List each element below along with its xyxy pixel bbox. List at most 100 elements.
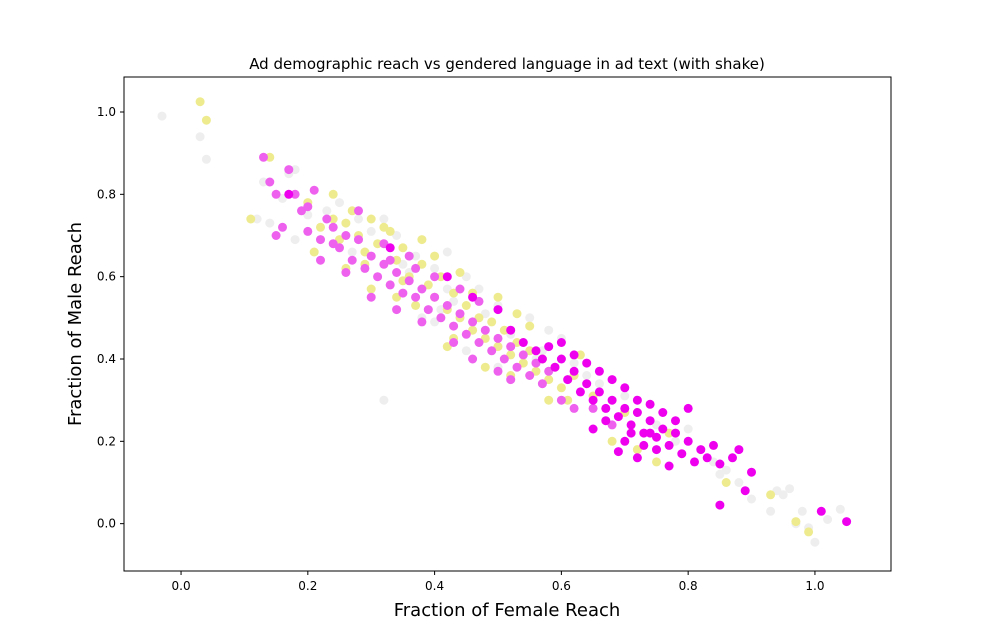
- data-point: [430, 263, 440, 273]
- data-point: [398, 288, 408, 298]
- data-point: [804, 527, 814, 537]
- data-point: [455, 284, 465, 294]
- data-point: [493, 292, 503, 302]
- data-point: [518, 350, 528, 360]
- data-point: [303, 226, 313, 236]
- data-point: [474, 338, 484, 347]
- points-layer: [157, 97, 852, 547]
- data-point: [550, 362, 560, 372]
- data-point: [671, 436, 680, 446]
- data-point: [449, 288, 459, 298]
- data-point: [544, 342, 554, 352]
- data-point: [690, 457, 699, 467]
- data-point: [506, 342, 516, 352]
- data-point: [366, 214, 376, 224]
- data-point: [468, 317, 478, 327]
- data-point: [607, 436, 617, 446]
- data-point: [810, 537, 820, 547]
- data-point: [588, 424, 598, 434]
- data-point: [797, 506, 807, 516]
- data-point: [436, 272, 446, 282]
- data-point: [265, 218, 275, 228]
- data-point: [303, 202, 313, 212]
- data-point: [284, 189, 294, 199]
- data-point: [506, 375, 516, 385]
- data-point: [265, 177, 275, 187]
- data-point: [328, 214, 338, 224]
- data-point: [411, 292, 421, 302]
- data-point: [506, 325, 516, 335]
- data-point: [525, 321, 535, 331]
- data-point: [658, 424, 668, 434]
- data-point: [525, 371, 535, 380]
- data-point: [449, 338, 459, 347]
- data-point: [392, 305, 402, 315]
- data-point: [626, 428, 636, 438]
- data-point: [563, 395, 573, 405]
- data-point: [556, 354, 566, 364]
- data-point: [506, 350, 516, 360]
- data-point: [316, 222, 325, 232]
- data-point: [341, 218, 351, 228]
- data-point: [322, 206, 332, 216]
- data-point: [392, 255, 402, 265]
- data-point: [379, 395, 389, 405]
- data-point: [259, 152, 268, 162]
- ticks-layer: 0.0 0.2 0.4 0.6 0.8 1.0 0.0 0.2 0.4 0.6 0.8 1.0: [97, 105, 825, 593]
- data-point: [430, 292, 440, 302]
- data-point: [423, 305, 433, 315]
- data-point: [474, 313, 484, 323]
- data-point: [632, 445, 642, 455]
- data-point: [569, 403, 579, 413]
- data-point: [747, 467, 756, 477]
- data-point: [652, 445, 661, 455]
- data-point: [537, 379, 547, 389]
- data-point: [328, 222, 338, 232]
- data-point: [734, 445, 744, 455]
- data-point: [791, 517, 801, 527]
- data-point: [480, 325, 490, 335]
- data-point: [259, 177, 268, 187]
- data-point: [626, 420, 636, 430]
- data-point: [404, 251, 414, 261]
- data-point: [588, 403, 598, 413]
- data-point: [366, 226, 376, 236]
- data-point: [347, 206, 357, 216]
- data-point: [658, 408, 668, 417]
- data-point: [645, 399, 655, 409]
- data-point: [823, 515, 833, 524]
- data-point: [430, 272, 440, 282]
- data-point: [392, 268, 402, 277]
- data-point: [556, 395, 566, 405]
- data-point: [455, 309, 465, 319]
- data-point: [461, 346, 471, 356]
- data-point: [544, 325, 554, 335]
- data-point: [379, 214, 389, 224]
- data-point: [487, 317, 497, 327]
- data-point: [366, 292, 376, 302]
- data-point: [398, 276, 408, 286]
- data-point: [442, 272, 452, 282]
- data-point: [556, 383, 566, 393]
- data-point: [417, 235, 427, 245]
- data-point: [322, 214, 332, 224]
- data-point: [436, 313, 446, 323]
- data-point: [347, 247, 357, 257]
- data-point: [499, 354, 509, 364]
- data-point: [525, 313, 535, 323]
- data-point: [493, 305, 503, 315]
- data-point: [582, 358, 592, 368]
- data-point: [328, 189, 338, 199]
- data-point: [702, 453, 712, 463]
- data-point: [683, 436, 693, 446]
- data-point: [652, 457, 661, 467]
- data-point: [271, 231, 281, 240]
- data-point: [632, 408, 642, 417]
- data-point: [411, 263, 421, 273]
- data-point: [201, 154, 211, 164]
- data-point: [620, 403, 630, 413]
- data-point: [766, 506, 776, 516]
- data-point: [632, 453, 642, 463]
- data-point: [512, 309, 522, 319]
- data-point: [278, 222, 287, 232]
